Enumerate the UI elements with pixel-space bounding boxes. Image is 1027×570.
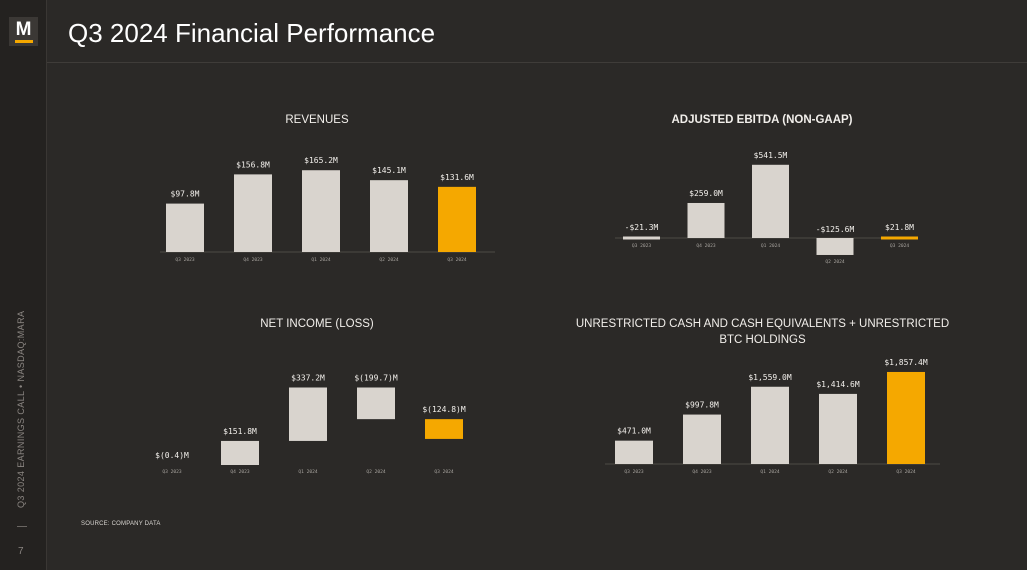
data-label: $131.6M xyxy=(440,173,474,182)
earnings-call-label: Q3 2024 EARNINGS CALL • NASDAQ:MARA xyxy=(16,310,26,508)
bar xyxy=(302,170,340,252)
data-label: $471.0M xyxy=(617,427,651,436)
bar xyxy=(370,180,408,252)
sidebar: M Q3 2024 EARNINGS CALL • NASDAQ:MARA 7 xyxy=(0,0,47,570)
bar xyxy=(751,386,789,464)
revenues-chart-title: REVENUES xyxy=(285,114,349,126)
page-title: Q3 2024 Financial Performance xyxy=(68,18,436,48)
revenues-chart: $97.8M Q3 2023 $156.8M Q4 2023 $165.2M Q1 202… xyxy=(160,156,495,263)
data-label: $97.8M xyxy=(171,190,200,199)
bar xyxy=(819,393,857,464)
bar xyxy=(221,440,259,465)
cash-btc-chart: $471.0M Q3 2023 $997.8M Q4 2023 $1,559.0M Q1 … xyxy=(605,358,940,475)
category-label: Q4 2023 xyxy=(243,257,263,263)
sidebar-divider xyxy=(17,526,27,527)
bar xyxy=(234,174,272,252)
data-label: $1,857.4M xyxy=(884,358,928,367)
logo-letter: M xyxy=(15,18,32,40)
data-label: $997.8M xyxy=(685,401,719,410)
category-label: Q1 2024 xyxy=(311,257,331,263)
data-label: $151.8M xyxy=(223,427,257,436)
cash-btc-chart-title: UNRESTRICTED CASH AND CASH EQUIVALENTS +… xyxy=(575,318,950,346)
page-number: 7 xyxy=(18,546,24,557)
data-label: $(124.8)M xyxy=(422,405,466,414)
bar xyxy=(623,236,660,240)
data-label: $(199.7)M xyxy=(354,373,398,382)
logo: M xyxy=(9,17,38,46)
bar xyxy=(357,387,395,420)
logo-underline xyxy=(14,39,33,43)
category-label: Q2 2024 xyxy=(828,469,848,475)
data-label: $21.8M xyxy=(885,223,914,232)
bar xyxy=(881,236,918,240)
data-label: $165.2M xyxy=(304,156,338,165)
category-label: Q2 2024 xyxy=(366,469,386,475)
category-label: Q4 2023 xyxy=(230,469,250,475)
ebitda-chart: -$21.3M Q3 2023 $259.0M Q4 2023 $541.5M Q1 20… xyxy=(615,151,918,265)
data-label: $145.1M xyxy=(372,166,406,175)
category-label: Q3 2024 xyxy=(890,243,910,249)
bar xyxy=(683,414,721,464)
data-label: -$21.3M xyxy=(625,223,659,232)
net-income-chart: $(0.4)M Q3 2023 $151.8M Q4 2023 $337.2M Q1 20… xyxy=(155,373,466,475)
category-label: Q4 2023 xyxy=(692,469,712,475)
ebitda-chart-title: ADJUSTED EBITDA (NON-GAAP) xyxy=(671,114,853,126)
bar xyxy=(816,238,854,255)
category-label: Q3 2023 xyxy=(632,243,652,249)
bar xyxy=(887,371,925,464)
title-divider xyxy=(47,62,1027,63)
data-label: $1,414.6M xyxy=(816,380,860,389)
source-note: SOURCE: COMPANY DATA xyxy=(81,521,161,527)
category-label: Q2 2024 xyxy=(379,257,399,263)
category-label: Q3 2024 xyxy=(434,469,454,475)
bar xyxy=(687,202,725,238)
data-label: $337.2M xyxy=(291,373,325,382)
category-label: Q4 2023 xyxy=(696,243,716,249)
category-label: Q3 2023 xyxy=(162,469,182,475)
data-label: $156.8M xyxy=(236,160,270,169)
category-label: Q3 2023 xyxy=(175,257,195,263)
data-label: $(0.4)M xyxy=(155,451,189,460)
bar xyxy=(166,203,204,252)
net-income-chart-title: NET INCOME (LOSS) xyxy=(260,318,374,330)
data-label: $1,559.0M xyxy=(748,373,792,382)
data-label: $259.0M xyxy=(689,189,723,198)
category-label: Q3 2024 xyxy=(447,257,467,263)
category-label: Q3 2024 xyxy=(896,469,916,475)
category-label: Q2 2024 xyxy=(825,259,845,265)
category-label: Q1 2024 xyxy=(298,469,318,475)
bar xyxy=(289,387,327,441)
bar xyxy=(425,419,463,439)
category-label: Q1 2024 xyxy=(761,243,781,249)
category-label: Q1 2024 xyxy=(760,469,780,475)
data-label: -$125.6M xyxy=(816,225,855,234)
data-label: $541.5M xyxy=(754,151,788,160)
category-label: Q3 2023 xyxy=(624,469,644,475)
bar xyxy=(752,164,789,238)
bar xyxy=(438,186,476,252)
bar xyxy=(615,440,653,464)
